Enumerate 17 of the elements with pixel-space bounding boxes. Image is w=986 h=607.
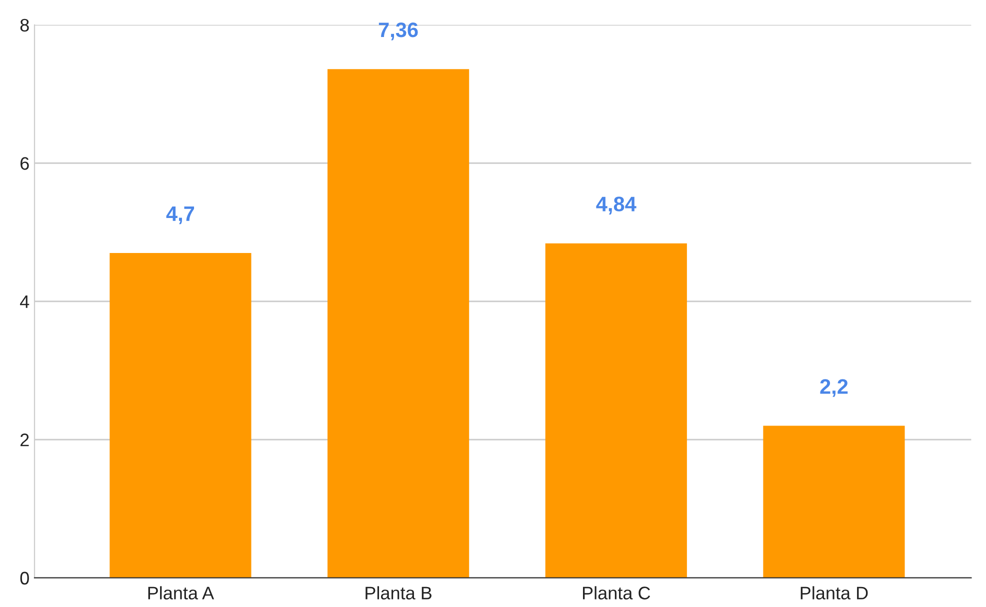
- data-label: 4,7: [166, 206, 194, 224]
- y-tick-label: 2: [20, 434, 29, 446]
- y-tick-label: 0: [20, 572, 29, 585]
- x-tick-label: Planta B: [366, 586, 432, 600]
- data-label: 2,2: [820, 379, 848, 397]
- y-tick-label: 6: [20, 157, 29, 170]
- bar: [110, 252, 252, 578]
- x-tick-label: Planta A: [148, 586, 214, 600]
- data-label: 4,84: [596, 196, 636, 214]
- bar: [328, 69, 470, 578]
- bar: [763, 426, 905, 578]
- x-tick-label: Planta D: [800, 586, 868, 600]
- y-tick-label: 8: [20, 18, 29, 32]
- bar: [545, 243, 687, 578]
- data-label: 7,36: [378, 22, 418, 40]
- y-tick-label: 4: [20, 295, 30, 308]
- x-tick-label: Planta C: [582, 586, 650, 600]
